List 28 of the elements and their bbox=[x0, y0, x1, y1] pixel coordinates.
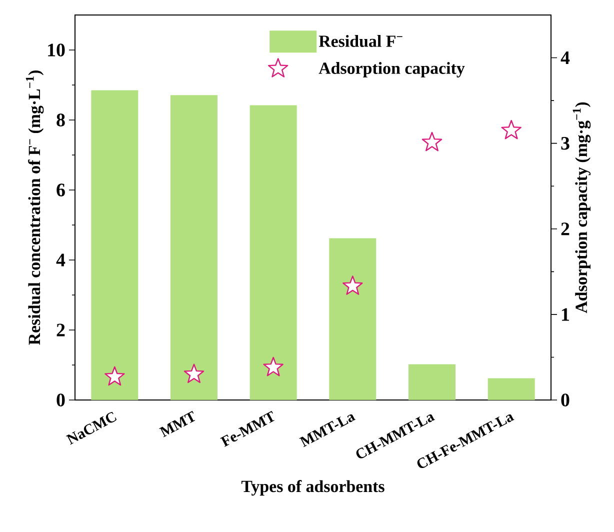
y2-tick-label: 4 bbox=[560, 52, 570, 64]
y2-axis-title: Adsorption capacity (mg·g$^{−1}$) bbox=[572, 102, 591, 314]
point bbox=[104, 366, 125, 386]
bar bbox=[250, 105, 297, 400]
y-tick-label: 10 bbox=[48, 44, 65, 56]
y2-tick-label: 3 bbox=[561, 136, 570, 150]
point bbox=[184, 364, 204, 384]
bar bbox=[329, 238, 376, 400]
point bbox=[263, 356, 284, 376]
y2-tick-label: 0 bbox=[561, 394, 570, 406]
y-tick-label: 8 bbox=[56, 114, 65, 126]
point bbox=[342, 276, 363, 295]
bar bbox=[91, 90, 138, 400]
x-axis-title: Types of adsorbents bbox=[241, 480, 384, 496]
y2-tick-label: 1 bbox=[562, 308, 570, 321]
y-tick-label: 6 bbox=[56, 184, 65, 196]
bar bbox=[170, 95, 218, 400]
y-axis-title: Residual concentration of F$^{−}$ (mg·L$^{−1}$) bbox=[26, 70, 44, 345]
y-tick-label: 2 bbox=[56, 324, 65, 336]
y-tick-label: 4 bbox=[56, 254, 66, 266]
legend-label: Adsorption capacity bbox=[318, 62, 465, 78]
point bbox=[501, 120, 522, 140]
y2-tick-label: 2 bbox=[561, 222, 570, 236]
y-tick-label: 0 bbox=[56, 394, 65, 406]
bar bbox=[408, 364, 456, 400]
point bbox=[422, 132, 442, 152]
bar bbox=[488, 378, 535, 400]
legend-label: Residual F$^{−}$ bbox=[318, 35, 402, 47]
